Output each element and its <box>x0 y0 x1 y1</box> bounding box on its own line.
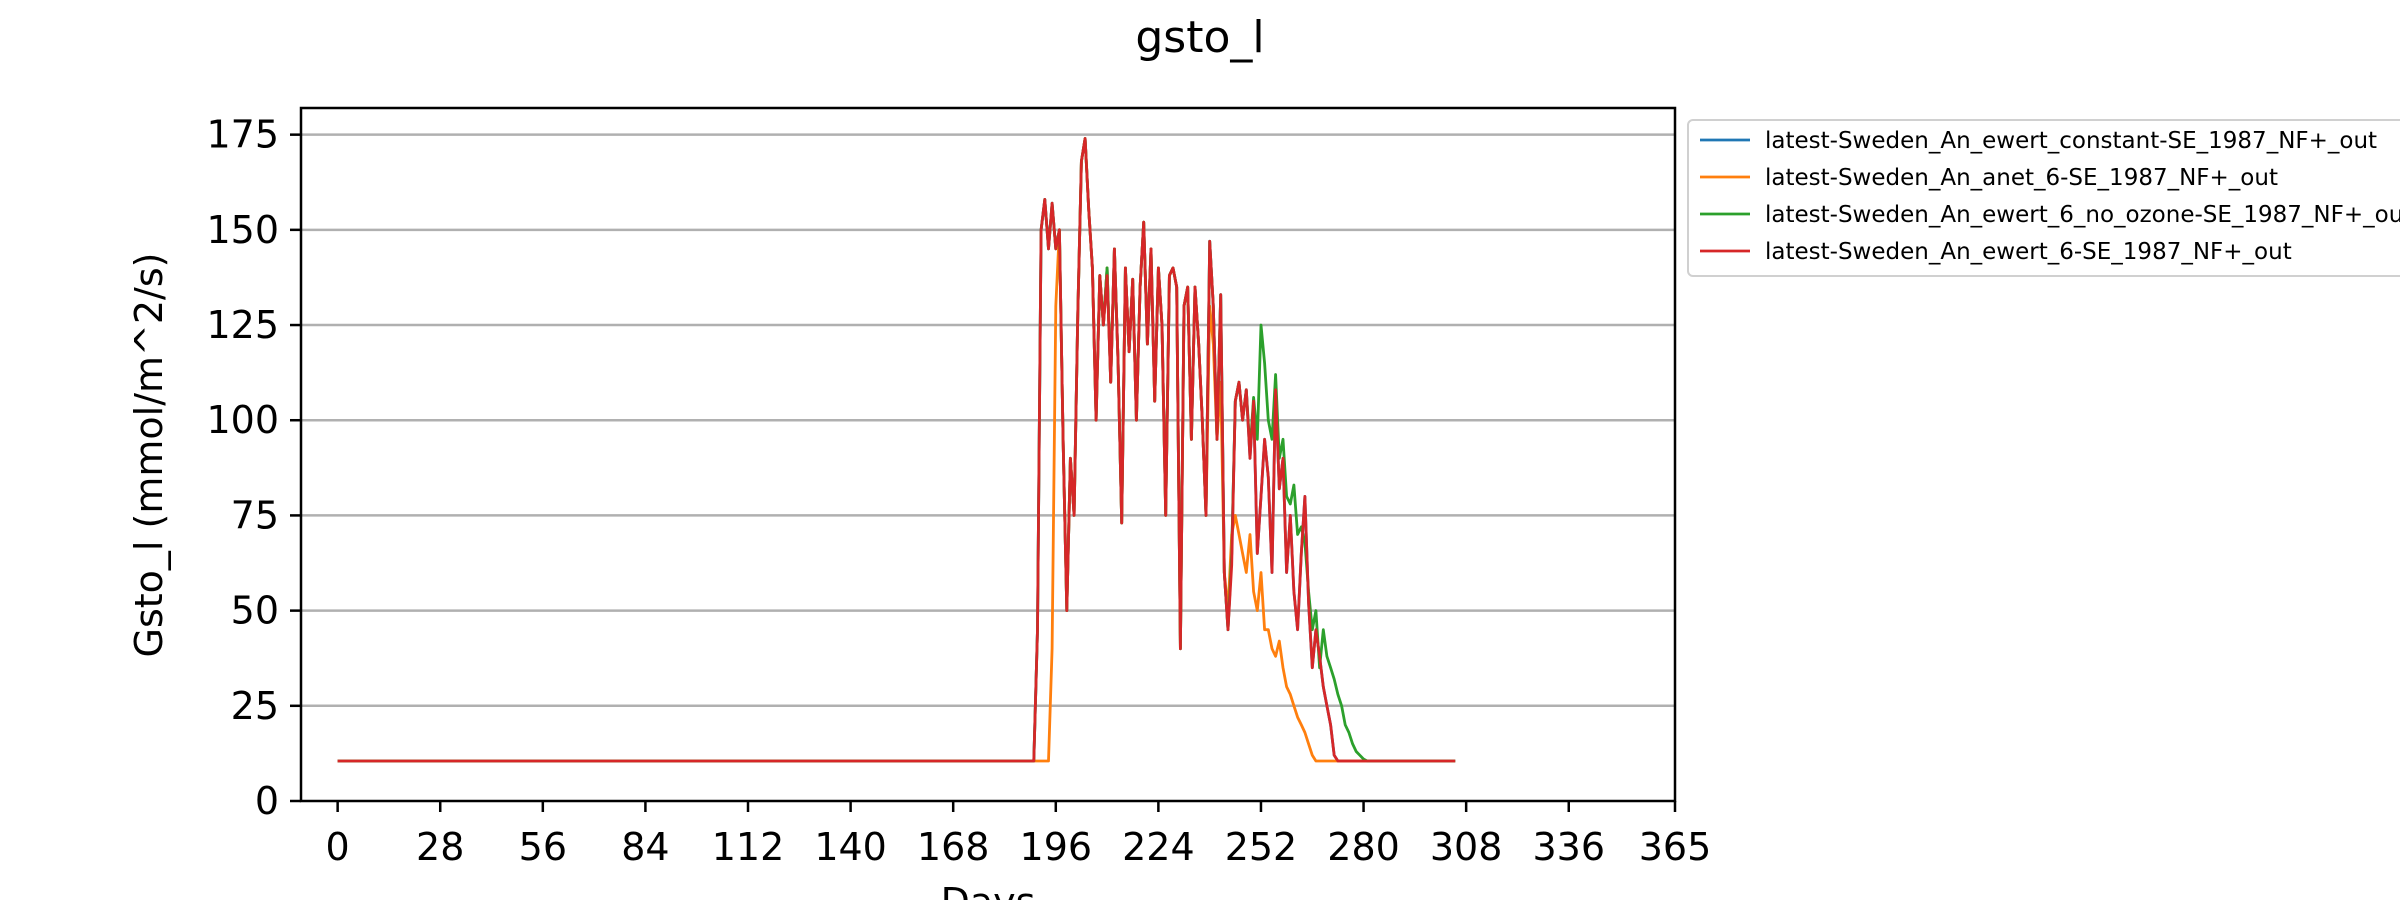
y-tick-label: 50 <box>231 589 279 633</box>
x-tick-label: 224 <box>1122 825 1195 869</box>
y-tick-label: 150 <box>206 208 279 252</box>
series-line <box>337 137 1456 763</box>
y-tick-label: 100 <box>206 398 279 442</box>
legend-frame <box>1687 119 2400 277</box>
x-tick-label: 168 <box>917 825 990 869</box>
x-axis-label: Days <box>941 880 1036 900</box>
legend-label: latest-Sweden_An_ewert_6_no_ozone-SE_198… <box>1765 202 2400 228</box>
x-tick-label: 0 <box>326 825 350 869</box>
x-tick-label: 252 <box>1225 825 1298 869</box>
x-tick-label: 28 <box>416 825 464 869</box>
x-tick-label: 112 <box>712 825 785 869</box>
legend: latest-Sweden_An_ewert_constant-SE_1987_… <box>1687 119 2400 277</box>
x-tick-label: 336 <box>1532 825 1605 869</box>
plot-frame <box>299 106 1677 803</box>
y-tick-label: 125 <box>206 303 279 347</box>
legend-label: latest-Sweden_An_ewert_6-SE_1987_NF+_out <box>1765 239 2292 265</box>
legend-entries: latest-Sweden_An_ewert_constant-SE_1987_… <box>1700 128 2400 265</box>
y-tick-label: 175 <box>206 113 279 157</box>
legend-label: latest-Sweden_An_ewert_constant-SE_1987_… <box>1765 128 2377 154</box>
x-tick-label: 308 <box>1430 825 1503 869</box>
x-tick-label: 280 <box>1327 825 1400 869</box>
y-axis-label: Gsto_l (mmol/m^2/s) <box>127 253 171 658</box>
y-tick-label: 25 <box>231 684 279 728</box>
y-axis: 0 25 50 75 100 125 150 175 <box>206 113 301 823</box>
x-axis: 0 28 56 84 112 140 168 196 224 252 280 308 336 365 <box>326 801 1712 869</box>
x-tick-label: 56 <box>519 825 567 869</box>
x-tick-label: 365 <box>1639 825 1712 869</box>
legend-label: latest-Sweden_An_anet_6-SE_1987_NF+_out <box>1765 165 2278 191</box>
y-tick-label: 75 <box>231 493 279 537</box>
x-tick-label: 140 <box>814 825 887 869</box>
y-tick-label: 0 <box>255 779 279 823</box>
series-layer <box>337 137 1456 763</box>
series-line <box>337 137 1456 763</box>
grid-layer <box>301 133 1675 708</box>
chart-title: gsto_l <box>1135 12 1264 63</box>
x-tick-label: 196 <box>1020 825 1093 869</box>
x-tick-label: 84 <box>621 825 669 869</box>
series-line <box>337 137 1456 763</box>
series-line <box>337 137 1456 763</box>
